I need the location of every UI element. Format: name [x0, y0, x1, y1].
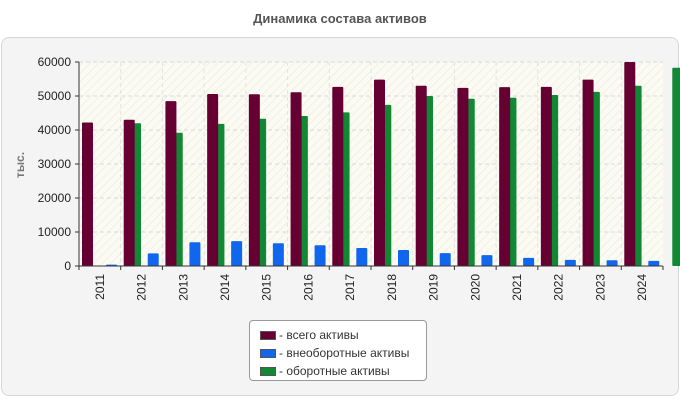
x-tick-label-2016: 2016	[301, 274, 315, 301]
chart-title: Динамика состава активов	[253, 11, 427, 26]
bar-noncurrent-2018	[398, 250, 409, 266]
x-tick-label-2022: 2022	[552, 274, 566, 301]
legend-swatch-noncurrent	[260, 348, 276, 358]
y-tick-label: 60000	[38, 55, 72, 69]
x-tick-label-2012: 2012	[135, 274, 149, 301]
x-tick-labels: 2011 2012 2013 2014 2015 2016 2017 2018 2019 2020…	[93, 274, 649, 301]
x-tick-label-2021: 2021	[510, 274, 524, 301]
y-tick-label: 50000	[38, 89, 72, 103]
y-axis-label: тыс.	[13, 152, 27, 178]
bar-noncurrent-2016	[314, 245, 326, 266]
axes	[75, 61, 664, 270]
bar-total-2023	[582, 79, 594, 267]
y-tick-label: 10000	[38, 225, 72, 239]
x-tick-label-2015: 2015	[260, 274, 274, 301]
bar-total-2014	[207, 93, 219, 267]
bar-noncurrent-2020	[481, 255, 493, 266]
y-tick-label: 40000	[38, 123, 72, 137]
x-tick-label-2014: 2014	[218, 274, 232, 301]
legend-item-current: - оборотные активы	[260, 362, 426, 380]
bar-total-2018	[374, 79, 385, 267]
bar-total-2021	[499, 87, 511, 266]
legend-label-noncurrent: - внеоборотные активы	[279, 346, 410, 360]
x-tick-label-2019: 2019	[427, 274, 441, 301]
bar-noncurrent-2023	[606, 260, 618, 266]
legend-item-noncurrent: - внеоборотные активы	[260, 344, 426, 362]
legend-label-current: - оборотные активы	[279, 364, 390, 378]
x-tick-label-2024: 2024	[635, 274, 649, 301]
bar-total-2015	[248, 94, 260, 266]
x-tick-label-2020: 2020	[468, 274, 482, 301]
bar-noncurrent-2021	[523, 257, 535, 266]
bar-noncurrent-2017	[356, 247, 368, 266]
y-tick-label: 0	[64, 259, 71, 273]
bar-total-2017	[332, 86, 344, 266]
legend-item-total: - всего активы	[260, 326, 426, 344]
legend-swatch-current	[260, 366, 276, 376]
bar-total-2019	[415, 85, 427, 266]
bar-noncurrent-2022	[564, 259, 576, 266]
legend: - всего активы - внеоборотные активы - о…	[249, 320, 427, 381]
bar-noncurrent-2019	[439, 253, 451, 266]
legend-label-total: - всего активы	[279, 328, 359, 342]
bar-noncurrent-2014	[231, 241, 243, 266]
bar-noncurrent-2013	[189, 242, 201, 266]
bar-total-2022	[540, 86, 552, 266]
y-tick-label: 30000	[38, 157, 72, 171]
bar-total-2024	[624, 62, 636, 266]
bar-noncurrent-2012	[147, 253, 159, 266]
y-tick-labels: 0 10000 20000 30000 40000 50000 60000	[38, 55, 72, 273]
bar-current-2024	[672, 67, 680, 266]
bar-noncurrent-2024	[648, 260, 660, 266]
x-tick-label-2023: 2023	[593, 274, 607, 301]
x-tick-label-2011: 2011	[93, 274, 107, 300]
bar-total-2016	[290, 92, 302, 266]
x-tick-label-2018: 2018	[385, 274, 399, 301]
x-tick-label-2017: 2017	[343, 274, 357, 301]
x-tick-label-2013: 2013	[176, 274, 190, 301]
bars	[82, 62, 680, 267]
y-tick-label: 20000	[38, 191, 72, 205]
bar-total-2012	[123, 119, 135, 266]
legend-swatch-total	[260, 330, 276, 340]
grid-lines	[79, 61, 663, 267]
bar-total-2013	[165, 101, 177, 266]
bar-total-2011	[82, 122, 93, 267]
bar-total-2020	[457, 87, 469, 266]
bar-noncurrent-2015	[272, 243, 284, 266]
